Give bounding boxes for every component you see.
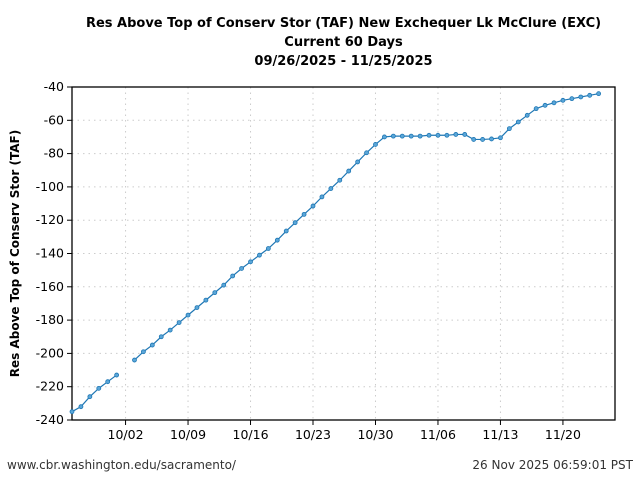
x-tick-label: 10/09 [170, 427, 206, 442]
data-point [212, 290, 218, 296]
data-point [373, 142, 378, 147]
y-tick-label: -80 [44, 146, 64, 161]
data-point [498, 135, 503, 141]
data-point [167, 327, 173, 333]
data-point [426, 132, 432, 138]
data-point [408, 133, 414, 139]
y-tick-label: -100 [36, 179, 64, 194]
y-tick-label: -220 [36, 379, 64, 394]
data-point [265, 246, 271, 251]
y-tick-label: -240 [36, 412, 64, 427]
data-point [274, 237, 280, 243]
data-point [596, 91, 602, 97]
data-point [328, 186, 334, 191]
data-point [292, 220, 298, 226]
data-point [230, 273, 236, 279]
data-point [194, 305, 200, 311]
data-point [114, 372, 120, 378]
x-tick-label: 10/23 [295, 427, 331, 442]
y-tick-label: -120 [36, 212, 64, 227]
data-point [480, 137, 485, 142]
data-point [382, 134, 387, 140]
data-point [453, 132, 459, 137]
data-point [471, 137, 477, 142]
y-tick-label: -40 [44, 79, 64, 94]
data-point [69, 409, 75, 415]
y-tick-label: -200 [36, 345, 64, 360]
data-point [96, 385, 102, 391]
data-point [435, 132, 441, 138]
data-point [355, 159, 361, 165]
data-point [569, 96, 575, 102]
data-point [87, 394, 93, 400]
data-point [337, 177, 343, 183]
data-point [515, 119, 521, 125]
title-line-1: Res Above Top of Conserv Stor (TAF) New … [85, 16, 602, 31]
data-point [587, 92, 593, 98]
data-point [506, 126, 512, 132]
data-point [364, 150, 369, 156]
data-point [346, 168, 352, 174]
y-tick-label: -180 [36, 312, 64, 327]
data-point [283, 228, 289, 234]
data-point [78, 404, 84, 410]
data-point [399, 133, 405, 139]
data-point [248, 259, 253, 265]
footer-url: www.cbr.washington.edu/sacramento/ [7, 458, 236, 472]
title-line-2: Current 60 Days [284, 35, 403, 50]
data-point [417, 133, 423, 139]
data-point [524, 112, 530, 118]
y-tick-label: -160 [36, 279, 64, 294]
y-tick-label: -140 [36, 246, 64, 261]
chart-title: Res Above Top of Conserv Stor (TAF) New … [72, 14, 615, 71]
data-point [533, 106, 539, 112]
data-point [149, 342, 155, 348]
data-point [390, 133, 396, 139]
data-point [221, 282, 227, 288]
footer-timestamp: 26 Nov 2025 06:59:01 PST [472, 458, 633, 472]
title-line-3: 09/26/2025 - 11/25/2025 [254, 54, 433, 69]
data-point [257, 252, 262, 258]
data-point [301, 211, 307, 217]
data-point [185, 312, 191, 318]
data-point [462, 132, 468, 137]
data-point [551, 100, 557, 106]
data-point [158, 334, 164, 340]
data-point [444, 132, 450, 138]
data-point [578, 94, 584, 100]
x-tick-label: 10/02 [108, 427, 144, 442]
data-point [203, 297, 209, 303]
data-point [239, 266, 244, 271]
x-tick-label: 11/06 [420, 427, 456, 442]
data-point [132, 357, 137, 363]
data-point [560, 97, 566, 103]
data-point [319, 194, 325, 200]
x-tick-label: 10/16 [233, 427, 269, 442]
x-tick-label: 11/13 [482, 427, 518, 442]
y-tick-label: -60 [44, 112, 64, 127]
data-point [542, 102, 548, 108]
x-tick-label: 10/30 [357, 427, 393, 442]
data-point [489, 136, 494, 142]
data-point [176, 320, 182, 325]
y-axis-label: Res Above Top of Conserv Stor (TAF) [8, 130, 22, 377]
data-point [105, 379, 111, 385]
plot-frame [71, 86, 616, 421]
data-point [141, 349, 146, 355]
x-tick-label: 11/20 [545, 427, 581, 442]
data-point [310, 203, 316, 209]
